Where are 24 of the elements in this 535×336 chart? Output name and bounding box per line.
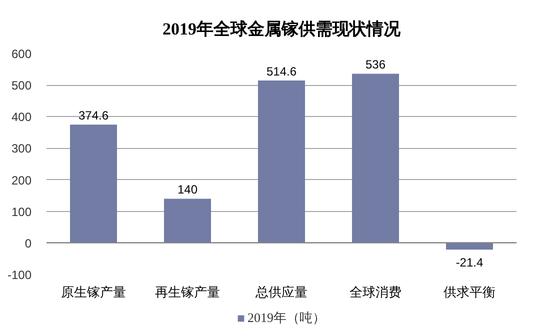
legend-label: 2019年（吨） xyxy=(248,309,326,327)
chart-title: 2019年全球金属镓供需现状情况 xyxy=(162,20,402,38)
x-tick-label: 再生镓产量 xyxy=(155,284,220,300)
y-tick-label: 100 xyxy=(11,204,32,219)
data-label: 536 xyxy=(365,58,386,72)
data-label: -21.4 xyxy=(456,256,484,270)
bar xyxy=(258,80,305,243)
x-tick-label: 全球消费 xyxy=(350,284,402,300)
data-label: 140 xyxy=(177,182,198,197)
x-tick-label: 总供应量 xyxy=(254,284,308,300)
y-tick-label: 600 xyxy=(11,47,32,61)
bar xyxy=(70,124,117,243)
y-tick-label: 500 xyxy=(11,78,32,93)
data-label: 374.6 xyxy=(78,108,109,123)
data-label: 514.6 xyxy=(266,64,297,78)
y-tick-label: 400 xyxy=(11,110,32,124)
bar xyxy=(352,74,399,243)
x-tick-label: 原生镓产量 xyxy=(61,284,126,300)
bar xyxy=(164,198,211,243)
y-tick-label: 300 xyxy=(11,142,32,156)
y-tick-label: -100 xyxy=(7,268,32,282)
x-tick-label: 供求平衡 xyxy=(444,284,496,300)
y-tick-label: 0 xyxy=(24,236,32,250)
y-tick-label: 200 xyxy=(11,173,32,188)
